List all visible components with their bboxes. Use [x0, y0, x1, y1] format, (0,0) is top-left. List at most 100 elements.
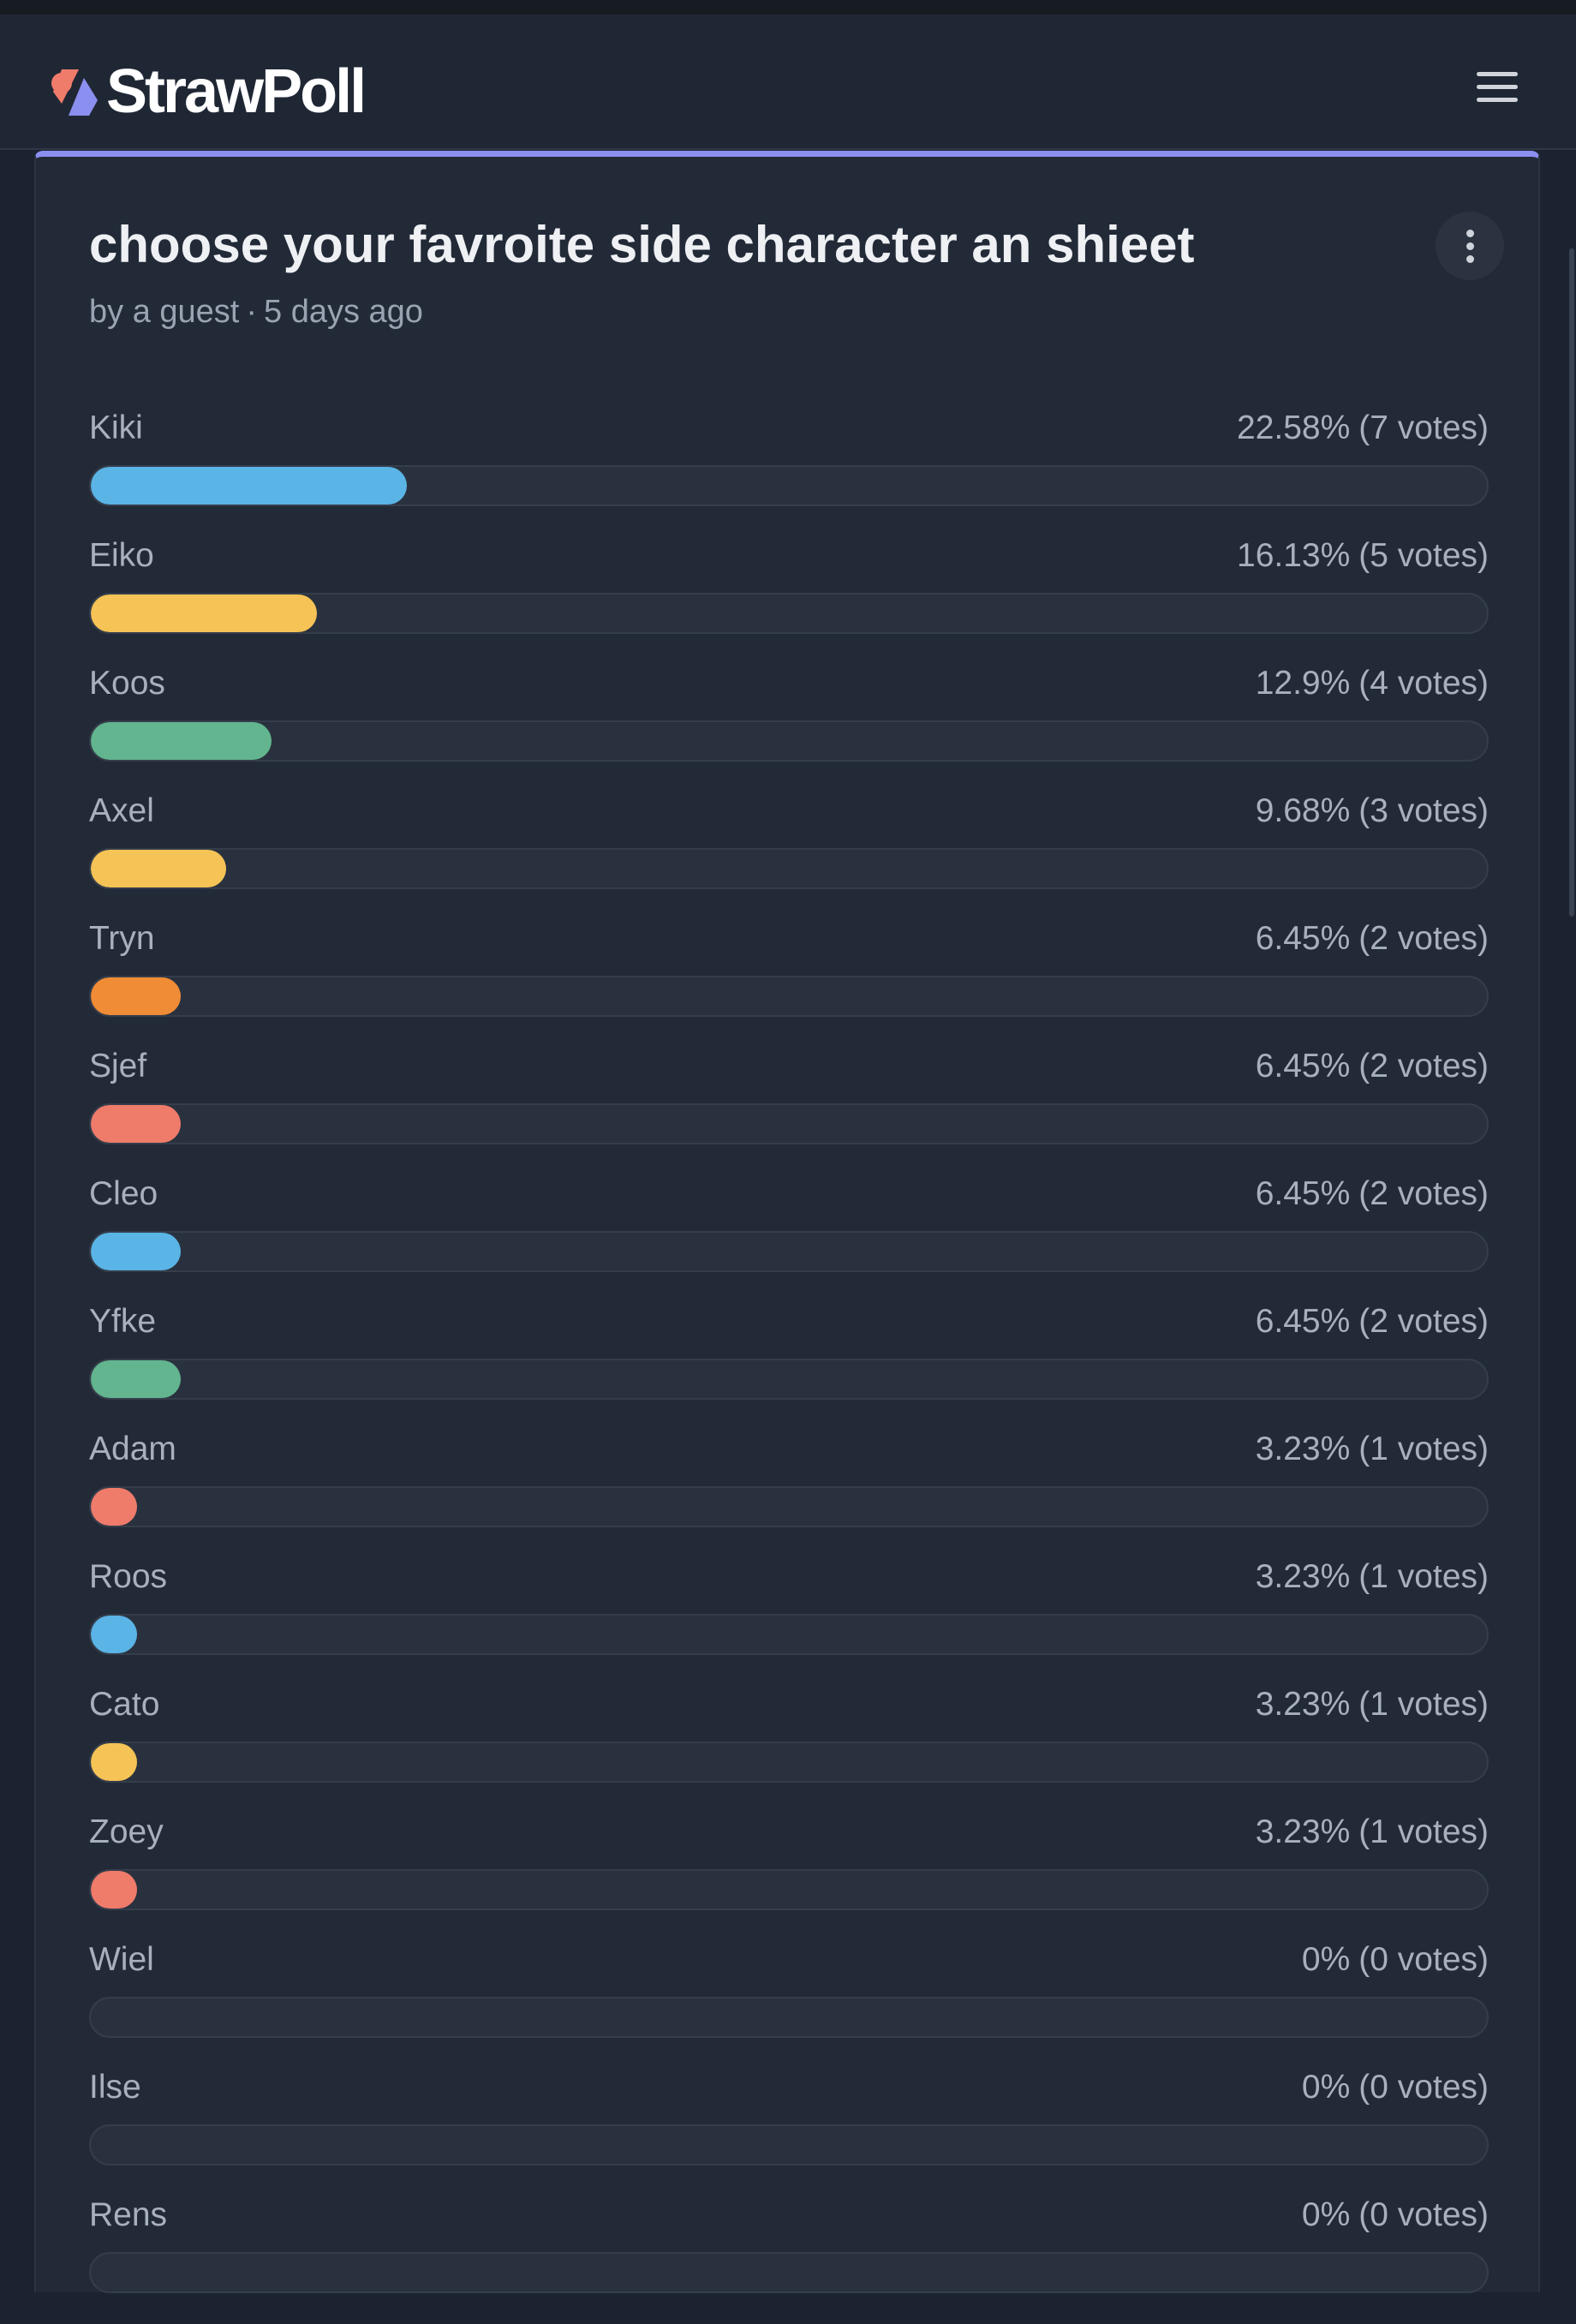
option-label: Adam: [89, 1431, 176, 1467]
option-votes: (0 votes): [1358, 2196, 1489, 2233]
option-result: 0% (0 votes): [1302, 2069, 1489, 2106]
option-votes: (0 votes): [1358, 2069, 1489, 2106]
more-vertical-icon[interactable]: [1436, 212, 1504, 280]
poll-time: 5 days ago: [264, 294, 423, 330]
option-bar-track: [89, 1742, 1489, 1783]
option-label: Zoey: [89, 1813, 164, 1850]
poll-option: Koos 12.9% (4 votes): [89, 665, 1489, 792]
option-label: Roos: [89, 1558, 168, 1595]
option-label: Sjef: [89, 1048, 147, 1084]
option-label: Eiko: [89, 537, 154, 574]
option-bar-track: [89, 593, 1489, 634]
site-header: StrawPoll: [0, 15, 1576, 150]
poll-options-list: Kiki 22.58% (7 votes) Eiko 16.13% (5 votes) Ko…: [89, 409, 1489, 2324]
option-bar-track: [89, 976, 1489, 1017]
option-percent: 3.23%: [1255, 1813, 1351, 1850]
option-bar-fill: [91, 722, 272, 760]
option-percent: 0%: [1301, 2196, 1351, 2233]
poll-option: Axel 9.68% (3 votes): [89, 792, 1489, 920]
option-bar-fill: [91, 1233, 181, 1270]
option-votes: (2 votes): [1358, 920, 1489, 957]
option-label: Cleo: [89, 1175, 158, 1212]
option-bar-fill: [91, 1105, 181, 1143]
option-percent: 6.45%: [1255, 1303, 1351, 1340]
option-bar-track: [89, 465, 1489, 506]
option-bar-track: [89, 1359, 1489, 1400]
option-result: 0% (0 votes): [1302, 1941, 1489, 1979]
option-votes: (0 votes): [1358, 1941, 1489, 1978]
status-bar: [0, 0, 1576, 15]
option-label: Tryn: [89, 920, 155, 957]
option-votes: (2 votes): [1358, 1303, 1489, 1340]
meta-separator: ·: [246, 294, 257, 330]
option-result: 0% (0 votes): [1302, 2196, 1489, 2234]
option-percent: 3.23%: [1255, 1431, 1351, 1467]
poll-option: Rens 0% (0 votes): [89, 2196, 1489, 2324]
option-bar-fill: [91, 977, 181, 1015]
poll-results-card: choose your favroite side character an s…: [34, 151, 1540, 2293]
option-percent: 6.45%: [1255, 1175, 1351, 1212]
option-result: 3.23% (1 votes): [1256, 1558, 1489, 1596]
strawpoll-logo-icon: [51, 69, 98, 116]
option-votes: (1 votes): [1358, 1431, 1489, 1467]
poll-option: Yfke 6.45% (2 votes): [89, 1303, 1489, 1431]
poll-option: Cleo 6.45% (2 votes): [89, 1175, 1489, 1303]
option-result: 6.45% (2 votes): [1256, 1303, 1489, 1341]
poll-option: Eiko 16.13% (5 votes): [89, 537, 1489, 665]
poll-option: Kiki 22.58% (7 votes): [89, 409, 1489, 537]
option-votes: (7 votes): [1358, 409, 1489, 446]
option-percent: 0%: [1301, 1941, 1351, 1978]
poll-option: Ilse 0% (0 votes): [89, 2069, 1489, 2196]
option-bar-track: [89, 1869, 1489, 1910]
option-result: 3.23% (1 votes): [1256, 1813, 1489, 1851]
option-percent: 6.45%: [1255, 1048, 1351, 1084]
brand-logo[interactable]: StrawPoll: [50, 57, 367, 126]
poll-option: Cato 3.23% (1 votes): [89, 1686, 1489, 1813]
option-percent: 22.58%: [1237, 409, 1351, 446]
option-label: Cato: [89, 1686, 160, 1723]
poll-author: by a guest: [89, 294, 240, 330]
poll-option: Adam 3.23% (1 votes): [89, 1431, 1489, 1558]
option-bar-fill: [91, 1616, 137, 1653]
scrollbar[interactable]: [1567, 150, 1576, 2267]
option-votes: (2 votes): [1358, 1175, 1489, 1212]
option-votes: (1 votes): [1358, 1558, 1489, 1595]
option-label: Kiki: [89, 409, 143, 446]
brand-name: StrawPoll: [106, 57, 367, 126]
option-result: 12.9% (4 votes): [1256, 665, 1489, 702]
poll-option: Roos 3.23% (1 votes): [89, 1558, 1489, 1686]
poll-option: Wiel 0% (0 votes): [89, 1941, 1489, 2069]
option-bar-fill: [91, 1743, 137, 1781]
option-label: Wiel: [89, 1941, 154, 1978]
option-result: 6.45% (2 votes): [1256, 920, 1489, 958]
option-bar-track: [89, 2252, 1489, 2293]
option-bar-track: [89, 2124, 1489, 2166]
option-result: 16.13% (5 votes): [1237, 537, 1489, 575]
poll-option: Sjef 6.45% (2 votes): [89, 1048, 1489, 1175]
option-percent: 0%: [1301, 2069, 1351, 2106]
option-bar-track: [89, 1614, 1489, 1655]
poll-option: Zoey 3.23% (1 votes): [89, 1813, 1489, 1941]
option-bar-fill: [91, 850, 226, 887]
option-votes: (1 votes): [1358, 1813, 1489, 1850]
hamburger-menu-icon[interactable]: [1477, 68, 1518, 105]
scrollbar-thumb[interactable]: [1569, 248, 1574, 917]
option-label: Yfke: [89, 1303, 157, 1340]
option-label: Koos: [89, 665, 165, 702]
poll-meta: by a guest · 5 days ago: [89, 294, 423, 331]
option-result: 6.45% (2 votes): [1256, 1175, 1489, 1213]
option-bar-fill: [91, 1871, 137, 1909]
option-label: Axel: [89, 792, 154, 829]
option-percent: 12.9%: [1255, 665, 1351, 702]
option-votes: (3 votes): [1358, 792, 1489, 829]
option-bar-fill: [91, 1488, 137, 1526]
option-bar-fill: [91, 467, 407, 505]
option-bar-track: [89, 1103, 1489, 1144]
option-votes: (1 votes): [1358, 1686, 1489, 1723]
option-bar-track: [89, 1231, 1489, 1272]
option-bar-track: [89, 1997, 1489, 2038]
option-bar-fill: [91, 594, 317, 632]
option-bar-track: [89, 848, 1489, 889]
option-percent: 9.68%: [1255, 792, 1351, 829]
option-votes: (2 votes): [1358, 1048, 1489, 1084]
